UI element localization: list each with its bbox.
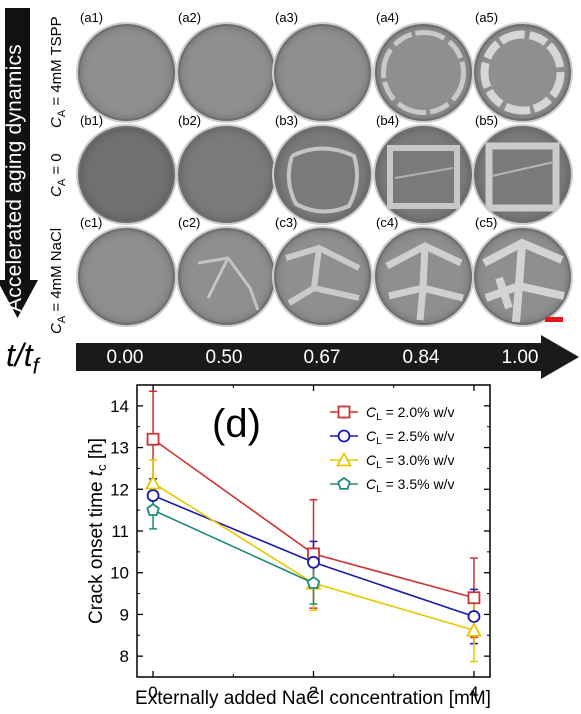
y-tick-label: 12 [110, 480, 129, 499]
x-axis-ticks: 0 2 4 [148, 385, 479, 702]
panel-label: (a1) [80, 10, 104, 25]
panel-d-label: (d) [212, 402, 261, 446]
aging-arrow [0, 8, 38, 318]
panel-label: (b2) [178, 113, 202, 128]
scale-bar [545, 317, 563, 322]
dish-b1 [76, 124, 177, 225]
panel-label: (c5) [475, 215, 498, 230]
dish-b2 [176, 124, 277, 225]
dish-a4 [373, 22, 474, 123]
data-point [467, 610, 481, 623]
panel-label: (c3) [275, 215, 298, 230]
aging-arrow-label: Accelerated aging dynamics [3, 44, 26, 312]
time-axis-label: t/tf [6, 337, 39, 379]
panel-label: (b5) [475, 113, 499, 128]
dish-a3 [272, 22, 373, 123]
time-value: 0.84 [402, 347, 440, 368]
dish-c5 [472, 226, 573, 327]
legend-marker [337, 429, 351, 443]
time-value: 0.00 [106, 347, 144, 368]
time-value: 0.67 [303, 347, 341, 368]
x-axis-label: Externally added NaCl concentration [mM] [135, 688, 491, 709]
time-arrow [76, 335, 579, 379]
data-point [467, 591, 481, 605]
panel-label: (a2) [178, 10, 202, 25]
data-point [146, 502, 160, 516]
panel-label: (a5) [475, 10, 499, 25]
y-tick-label: 8 [120, 647, 129, 666]
panel-label: (b3) [275, 113, 299, 128]
panel-label: (c4) [376, 215, 399, 230]
dish-c3 [272, 226, 373, 327]
panel-label: (c2) [178, 215, 201, 230]
x-tick-label: 0 [148, 683, 157, 702]
legend-marker [335, 451, 353, 467]
row-label-a: CA = 4mM TSPP [48, 16, 68, 128]
dish-b5 [472, 124, 573, 225]
legend-entry: CL = 3.0% w/v [366, 452, 454, 471]
y-tick-label: 13 [110, 439, 129, 458]
dish-c4 [373, 226, 474, 327]
y-tick-label: 9 [120, 605, 129, 624]
dish-b4 [373, 124, 474, 225]
time-value: 0.50 [205, 347, 243, 368]
dish-c2 [176, 226, 277, 327]
y-tick-label: 14 [110, 397, 129, 416]
row-label-b: CA = 0 [48, 153, 68, 197]
panel-label: (c1) [80, 215, 103, 230]
data-point [306, 575, 321, 589]
panel-label: (b4) [376, 113, 400, 128]
panel-label: (a3) [275, 10, 299, 25]
legend-entry: CL = 2.0% w/v [366, 404, 454, 423]
legend: CL = 2.0% w/v CL = 2.5% w/v CL = 3.0% w/v C… [330, 404, 454, 495]
legend-entry: CL = 3.5% w/v [366, 476, 454, 495]
panel-label: (b1) [80, 113, 104, 128]
dish-a1 [76, 22, 177, 123]
data-point [146, 432, 160, 446]
dish-a2 [176, 22, 277, 123]
data-point [465, 621, 482, 637]
dish-c1 [76, 226, 177, 327]
x-tick-label: 4 [469, 683, 478, 702]
time-value: 1.00 [501, 347, 539, 368]
panel-label: (a4) [376, 10, 400, 25]
y-tick-label: 10 [110, 564, 129, 583]
series-line-3 [152, 509, 314, 584]
legend-entry: CL = 2.5% w/v [366, 428, 454, 447]
y-tick-label: 11 [111, 522, 129, 541]
y-axis-label: Crack onset time tc [h] [86, 438, 109, 624]
data-point [146, 489, 160, 502]
legend-marker [337, 405, 351, 419]
row-label-c: CA = 4mM NaCl [48, 227, 68, 334]
data-point [145, 474, 162, 490]
x-tick-label: 2 [309, 683, 318, 702]
y-axis-ticks: 8 9 10 11 12 13 14 [110, 397, 490, 666]
series-markers [145, 432, 482, 637]
legend-marker [337, 476, 351, 490]
dish-b3 [272, 124, 373, 225]
data-point [307, 555, 320, 569]
dish-a5 [472, 22, 573, 123]
